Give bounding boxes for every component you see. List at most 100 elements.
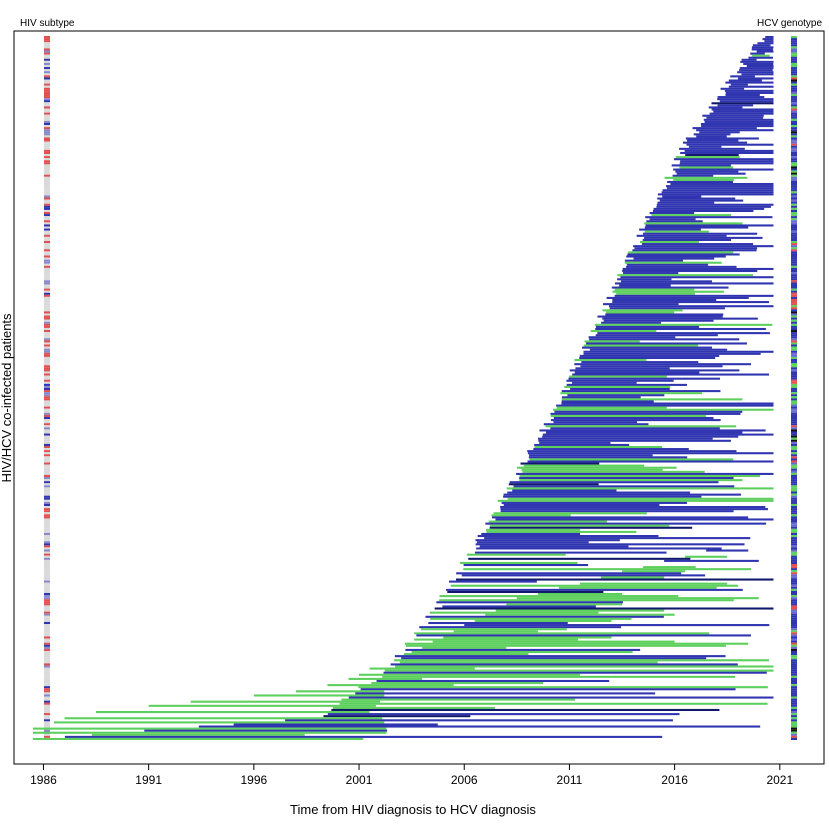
- strip-cell: [44, 245, 50, 248]
- strip-cell: [791, 588, 797, 591]
- strip-cell: [44, 524, 50, 527]
- strip-cell: [44, 263, 50, 266]
- strip-cell: [44, 543, 50, 546]
- patient-bar: [506, 487, 774, 490]
- strip-cell: [44, 321, 50, 324]
- strip-cell: [44, 468, 50, 471]
- strip-cell: [44, 721, 50, 724]
- strip-cell: [791, 371, 797, 374]
- strip-cell: [791, 197, 797, 200]
- strip-cell: [791, 642, 797, 645]
- patient-bar: [711, 108, 774, 111]
- strip-cell: [44, 269, 50, 273]
- strip-cell: [44, 315, 50, 318]
- strip-cell: [44, 249, 50, 252]
- strip-cell: [44, 166, 50, 169]
- patient-bar: [546, 431, 743, 434]
- patient-bar: [436, 601, 623, 604]
- strip-cell: [791, 419, 797, 422]
- patient-bar: [420, 628, 567, 631]
- strip-cell: [791, 118, 797, 121]
- patient-bar: [485, 522, 767, 525]
- patient-bar: [495, 609, 665, 612]
- patient-bar: [642, 238, 732, 241]
- patient-bar: [327, 684, 454, 687]
- strip-cell: [44, 373, 50, 376]
- patient-bar: [652, 209, 754, 212]
- strip-cell: [44, 435, 50, 438]
- patient-bar: [622, 267, 774, 270]
- patient-bar: [750, 52, 765, 55]
- patient-bar: [680, 151, 774, 155]
- patient-bar: [32, 727, 387, 730]
- strip-cell: [791, 452, 797, 455]
- strip-cell: [44, 491, 50, 494]
- strip-cell: [791, 245, 797, 248]
- strip-cell: [44, 723, 50, 726]
- strip-cell: [791, 599, 797, 602]
- strip-cell: [44, 189, 50, 192]
- strip-cell: [791, 731, 797, 734]
- strip-cell: [791, 363, 797, 366]
- strip-cell: [44, 708, 50, 712]
- patient-bar: [651, 214, 732, 217]
- patient-bar: [560, 392, 703, 395]
- strip-cell: [44, 278, 50, 281]
- patient-bar: [64, 735, 663, 738]
- patient-bar: [692, 127, 757, 130]
- strip-cell: [44, 71, 50, 74]
- strip-cell: [791, 535, 797, 538]
- strip-cell: [44, 673, 50, 676]
- strip-cell: [791, 83, 797, 86]
- strip-cell: [44, 530, 50, 533]
- strip-cell: [44, 638, 50, 641]
- strip-cell: [44, 402, 50, 405]
- patient-bar: [709, 112, 774, 115]
- patient-bar: [384, 669, 774, 672]
- patient-bar: [632, 249, 757, 252]
- strip-cell: [791, 251, 797, 254]
- patient-bar: [686, 143, 774, 146]
- strip-cell: [44, 77, 50, 80]
- strip-cell: [791, 700, 797, 703]
- strip-cell: [791, 566, 797, 569]
- patient-bar: [570, 388, 670, 391]
- patient-bar: [542, 435, 739, 438]
- strip-cell: [791, 309, 797, 312]
- strip-cell: [791, 514, 797, 517]
- patient-bar: [564, 385, 671, 388]
- patient-bar: [500, 510, 734, 513]
- patient-bar: [575, 367, 670, 370]
- strip-cell: [791, 713, 797, 716]
- strip-cell: [791, 104, 797, 107]
- patient-bar: [553, 421, 638, 424]
- strip-cell: [791, 263, 797, 266]
- strip-cell: [44, 464, 50, 467]
- patient-bar: [597, 332, 770, 335]
- strip-cell: [44, 276, 50, 279]
- patient-bar: [537, 592, 623, 596]
- strip-cell: [44, 83, 50, 86]
- strip-cell: [791, 228, 797, 231]
- strip-cell: [44, 532, 50, 536]
- patient-bar: [529, 458, 734, 461]
- patient-bar: [680, 160, 774, 163]
- patient-bar: [341, 698, 575, 701]
- patient-bar: [719, 100, 774, 103]
- strip-cell: [44, 255, 50, 258]
- patient-bar: [657, 201, 715, 204]
- strip-cell: [791, 472, 797, 475]
- strip-cell: [791, 404, 797, 407]
- patient-bar: [644, 236, 763, 239]
- patient-bar: [739, 69, 773, 72]
- strip-cell: [791, 727, 797, 730]
- strip-cell: [791, 230, 797, 233]
- patient-bar: [543, 423, 649, 426]
- patient-bar: [741, 73, 774, 76]
- patient-bar: [422, 646, 507, 649]
- patient-bar: [513, 485, 735, 488]
- patient-bar: [32, 737, 364, 740]
- strip-cell: [44, 156, 50, 159]
- strip-cell: [791, 545, 797, 548]
